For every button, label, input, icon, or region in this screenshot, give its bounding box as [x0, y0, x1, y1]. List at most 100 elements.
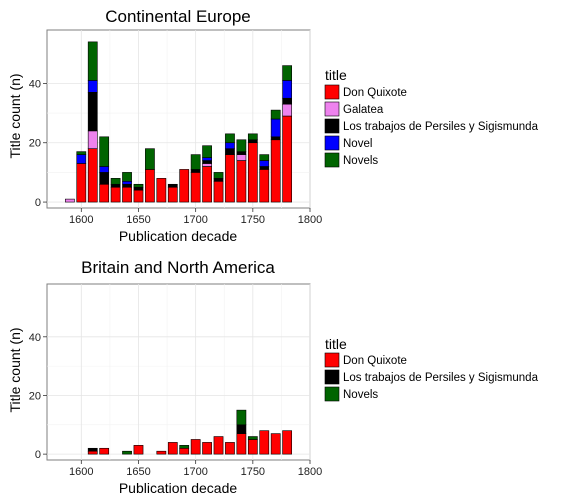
plot-area: 1600 1650 1700 1750 1800 0 20 40 — [29, 29, 322, 226]
x-axis-label: Publication decade — [119, 480, 238, 496]
bar-segment — [225, 148, 235, 155]
bar-segment — [270, 118, 281, 138]
legend-swatch — [324, 152, 340, 168]
bar-segment — [247, 142, 258, 203]
bar-segment — [213, 178, 224, 182]
bar-segment — [282, 103, 293, 117]
x-tick-label: 1800 — [298, 214, 322, 226]
y-tick-label: 0 — [35, 197, 41, 209]
bar-segment — [236, 409, 247, 426]
bar-segment — [179, 169, 190, 203]
bar-segment — [236, 139, 247, 152]
bar-segment — [99, 447, 110, 455]
bar-segment — [167, 186, 178, 203]
y-tick-label: 40 — [29, 332, 41, 344]
bar-segment — [282, 80, 293, 99]
bar-segment — [76, 151, 87, 155]
bar-segment — [87, 92, 98, 132]
bar-segment — [282, 97, 293, 105]
legend-title: title — [325, 67, 347, 83]
legend-title: title — [325, 336, 347, 352]
bar-segment — [76, 163, 87, 203]
bar-segment — [156, 178, 167, 203]
bar-segment — [270, 109, 281, 120]
bar-segment — [236, 433, 247, 455]
bar-segment — [87, 450, 98, 455]
bar-segment — [270, 139, 281, 203]
bar-segment — [236, 151, 247, 155]
bar-segment — [247, 139, 258, 144]
legend-swatch — [324, 386, 340, 402]
bar-segment — [202, 145, 212, 158]
bar-segment — [122, 181, 132, 185]
bar-segment — [76, 154, 87, 164]
bar-segment — [259, 169, 270, 203]
bar-segment — [259, 160, 270, 167]
bar-segment — [190, 439, 201, 455]
bar-segment — [202, 157, 212, 161]
bar-segment — [213, 181, 224, 203]
legend: title Don Quixote Galatea Los trabajos de … — [324, 67, 539, 168]
bar-segment — [190, 172, 201, 203]
bar-segment — [202, 166, 212, 203]
bar-segment — [87, 41, 98, 81]
bar-segment — [236, 160, 247, 203]
bar-segment — [259, 166, 270, 170]
panel-background — [46, 29, 311, 209]
bar-segment — [179, 447, 190, 455]
bar-segment — [236, 424, 247, 434]
bar-segment — [87, 148, 98, 203]
bar-segment — [87, 130, 98, 149]
bar-segment — [110, 183, 121, 188]
y-tick-label: 0 — [35, 449, 41, 461]
x-tick-label: 1600 — [69, 214, 93, 226]
bar-segment — [64, 198, 75, 203]
bar-segment — [133, 445, 144, 455]
chart-britain-north-america: Britain and North America 1600 1650 1700 17… — [7, 258, 539, 496]
bar-segment — [122, 186, 132, 203]
x-tick-label: 1700 — [183, 214, 207, 226]
bar-segment — [236, 154, 247, 161]
legend-label: Novels — [343, 389, 378, 401]
bar-segment — [87, 447, 98, 452]
legend-label: Los trabajos de Persiles y Sigismunda — [343, 121, 539, 133]
bar-segment — [225, 142, 235, 149]
bar-segment — [247, 439, 258, 455]
bar-segment — [110, 178, 121, 185]
bar-segment — [202, 160, 212, 164]
bar-segment — [99, 136, 110, 167]
y-tick-label: 20 — [29, 138, 41, 150]
plot-area: 1600 1650 1700 1750 1800 0 20 40 — [29, 283, 322, 478]
x-tick-label: 1800 — [298, 466, 322, 478]
chart-continental-europe: Continental Europe 1600 1650 1700 1750 1800 0… — [7, 7, 539, 244]
legend-swatch — [324, 369, 340, 385]
chart-title: Continental Europe — [105, 7, 251, 26]
legend-label: Los trabajos de Persiles y Sigismunda — [343, 372, 539, 384]
bar-segment — [110, 186, 121, 203]
x-tick-label: 1600 — [69, 466, 93, 478]
bar-segment — [179, 445, 190, 449]
x-axis-label: Publication decade — [119, 228, 238, 244]
bar-segment — [156, 450, 167, 455]
legend-label: Don Quixote — [343, 87, 407, 99]
bar-segment — [190, 169, 201, 173]
bar-segment — [122, 172, 132, 182]
legend-label: Novels — [343, 155, 378, 167]
legend-swatch — [324, 101, 340, 117]
legend-swatch — [324, 84, 340, 100]
bar-segment — [282, 115, 293, 203]
bar-segment — [99, 183, 110, 203]
legend-label: Novel — [343, 138, 372, 150]
x-tick-label: 1700 — [183, 466, 207, 478]
legend-label: Don Quixote — [343, 355, 407, 367]
x-tick-label: 1750 — [241, 466, 265, 478]
bar-segment — [259, 430, 270, 455]
chart-title: Britain and North America — [81, 258, 275, 277]
bar-segment — [259, 154, 270, 161]
bar-segment — [122, 450, 132, 455]
bar-segment — [167, 183, 178, 188]
legend: title Don Quixote Los trabajos de Persile… — [324, 336, 539, 402]
bar-segment — [99, 172, 110, 185]
bar-segment — [225, 133, 235, 144]
